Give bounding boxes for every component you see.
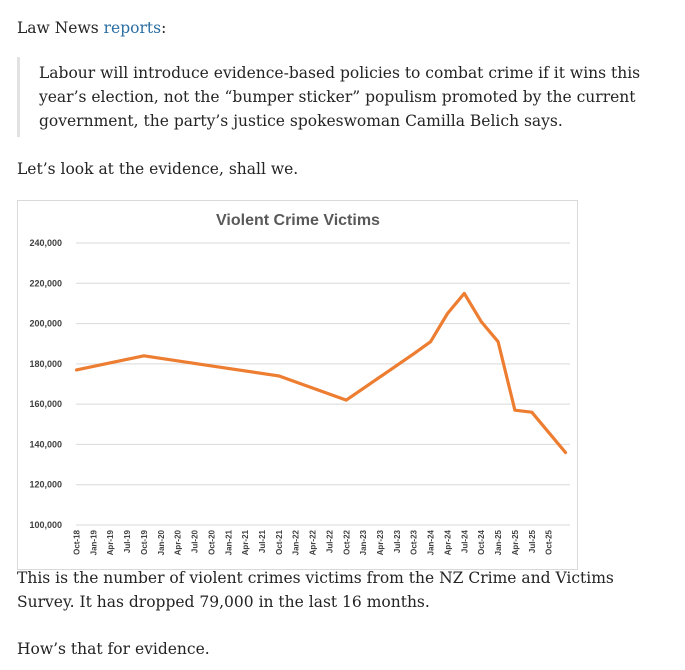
transition-text: Let’s look at the evidence, shall we. — [17, 160, 299, 178]
x-tick-label: Jul-21 — [258, 529, 267, 553]
x-tick-label: Oct-22 — [342, 529, 351, 554]
x-tick-label: Jan-22 — [292, 529, 301, 555]
x-tick-label: Oct-20 — [207, 529, 216, 554]
intro-prefix: Law News — [17, 19, 104, 37]
reports-link[interactable]: reports — [103, 19, 162, 37]
x-tick-label: Jan-19 — [89, 529, 98, 555]
closing-text: How’s that for evidence. — [17, 640, 210, 658]
x-tick-label: Jan-20 — [157, 529, 166, 555]
x-tick-label: Jan-25 — [494, 529, 503, 555]
x-tick-label: Oct-18 — [73, 529, 82, 554]
x-tick-label: Apr-23 — [376, 529, 385, 555]
x-tick-label: Oct-19 — [140, 529, 149, 554]
x-tick-label: Oct-21 — [275, 529, 284, 554]
x-tick-label: Jan-21 — [224, 529, 233, 555]
chart-caption: This is the number of violent crimes vic… — [17, 569, 614, 611]
y-tick-label: 120,000 — [29, 480, 62, 490]
x-tick-label: Jul-20 — [191, 529, 200, 553]
x-tick-label: Jan-23 — [359, 529, 368, 555]
intro-suffix: : — [161, 19, 167, 37]
x-tick-label: Jan-24 — [427, 529, 436, 555]
y-tick-label: 160,000 — [29, 399, 62, 409]
x-tick-label: Oct-23 — [410, 529, 419, 554]
y-axis-ticks: 100,000 120,000 140,000 160,000 180,000 200,0… — [29, 238, 62, 530]
y-tick-label: 240,000 — [29, 238, 62, 248]
x-tick-label: Jul-22 — [325, 529, 334, 553]
y-tick-label: 180,000 — [29, 359, 62, 369]
x-tick-label: Oct-25 — [545, 529, 554, 554]
chart-title: Violent Crime Victims — [216, 212, 380, 229]
quote-text: Labour will introduce evidence-based pol… — [39, 64, 641, 130]
x-tick-label: Apr-21 — [241, 529, 250, 555]
violent-crime-chart: Violent Crime Victims 100,000 120,000 140,… — [17, 200, 578, 570]
y-tick-label: 220,000 — [29, 278, 62, 288]
x-tick-label: Apr-24 — [443, 529, 452, 555]
x-tick-label: Apr-19 — [106, 529, 115, 555]
x-tick-label: Jul-19 — [123, 529, 132, 553]
x-tick-label: Apr-22 — [309, 529, 318, 555]
x-tick-label: Apr-20 — [174, 529, 183, 555]
chart-canvas: Violent Crime Victims 100,000 120,000 140,… — [29, 212, 570, 555]
y-tick-label: 200,000 — [29, 319, 62, 329]
x-tick-label: Jul-24 — [460, 529, 469, 553]
x-tick-label: Jul-25 — [528, 529, 537, 553]
block-quote: Labour will introduce evidence-based pol… — [17, 57, 657, 137]
x-tick-label: Oct-24 — [477, 529, 486, 554]
intro-line: Law News reports: — [17, 16, 166, 40]
violent-crime-series-line — [74, 291, 568, 455]
series-line-layer — [74, 291, 568, 455]
x-tick-label: Jul-23 — [393, 529, 402, 553]
x-tick-label: Apr-25 — [511, 529, 520, 555]
x-axis-ticks: Oct-18 Jan-19 Apr-19 Jul-19 Oct-19 Jan-20 Apr-… — [73, 529, 554, 555]
chart-gridlines — [76, 242, 570, 526]
y-tick-label: 140,000 — [29, 439, 62, 449]
y-tick-label: 100,000 — [29, 520, 62, 530]
